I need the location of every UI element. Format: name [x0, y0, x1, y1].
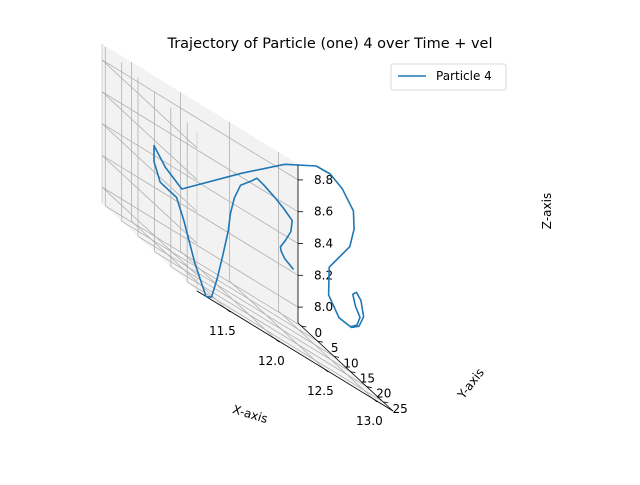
gridline-z-back: [101, 91, 299, 213]
y-tick-label: 5: [331, 341, 339, 355]
y-axis-line: [297, 322, 394, 412]
x-tick: [226, 308, 231, 313]
gridline-z-side: [101, 155, 198, 244]
y-tick-label: 20: [376, 387, 391, 401]
x-tick-label: 12.0: [258, 354, 285, 368]
y-tick-label: 10: [343, 356, 358, 370]
gridline-z-side: [101, 186, 198, 276]
x-tick-label: 12.5: [307, 384, 334, 398]
gridline-z-back: [101, 186, 299, 308]
y-tick: [317, 340, 323, 343]
x-tick: [373, 398, 378, 403]
x-axis-label: X-axis: [231, 402, 270, 426]
chart-title: Trajectory of Particle (one) 4 over Time…: [166, 36, 492, 52]
y-tick-label: 25: [393, 402, 408, 416]
gridline-z-side: [101, 91, 198, 180]
z-tick-label: 8.4: [314, 237, 333, 251]
gridline-y-floor: [186, 281, 384, 403]
legend-label-particle-4: Particle 4: [436, 69, 492, 83]
z-axis-label: Z-axis: [540, 193, 554, 229]
gridline-x-floor: [131, 220, 227, 310]
series-line-particle-4: [153, 144, 365, 329]
x-tick-label: 11.5: [209, 324, 236, 338]
y-tick: [383, 401, 389, 404]
series-layer: [153, 144, 365, 329]
legend-frame: [390, 63, 507, 91]
x-tick-label: 13.0: [356, 414, 383, 428]
gridline-x-floor: [229, 280, 325, 370]
x-tick: [275, 338, 280, 343]
z-tick-label: 8.0: [314, 300, 333, 314]
gridline-z-back: [101, 59, 299, 181]
gridline-x-floor: [278, 310, 374, 400]
y-tick: [350, 371, 356, 373]
y-tick: [366, 386, 372, 389]
axes-gridlines: [101, 44, 384, 403]
legend: Particle 4: [390, 63, 507, 91]
gridline-z-side: [101, 59, 198, 149]
z-tick-label: 8.8: [314, 173, 333, 187]
gridline-z-side: [101, 123, 198, 212]
y-tick-label: 15: [360, 372, 375, 386]
y-tick: [333, 356, 340, 358]
z-tick-label: 8.2: [314, 268, 333, 282]
y-tick: [301, 325, 307, 328]
y-tick-label: 0: [314, 326, 322, 340]
x-tick: [324, 368, 329, 373]
z-tick-label: 8.6: [314, 205, 333, 219]
y-axis-label: Y-axis: [454, 366, 487, 402]
gridline-z-back: [101, 154, 299, 276]
